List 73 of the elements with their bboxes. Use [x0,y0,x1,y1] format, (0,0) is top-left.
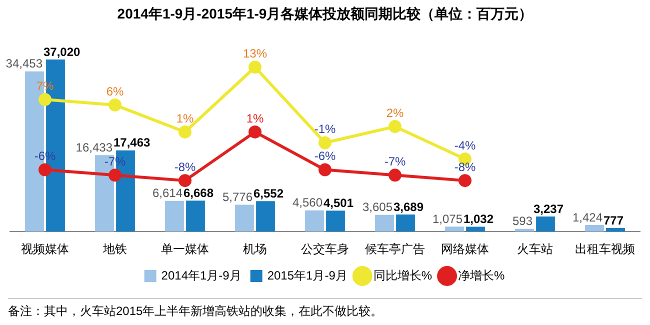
legend-label: 2014年1月-9月 [161,268,242,282]
data-label: 3,605 [362,200,393,214]
data-label: -8% [174,160,196,174]
x-tick-label: 单一媒体 [161,242,209,256]
data-label: 17,463 [114,136,151,150]
point [248,60,262,74]
data-label: 13% [242,46,268,60]
data-label: 2% [386,106,404,120]
data-label: -7% [384,154,406,168]
x-tick-label: 公交车身 [301,242,349,256]
data-label: -6% [314,149,336,164]
data-label: 5,776 [222,190,253,204]
data-label: -4% [454,138,476,152]
x-tick-label: 网络媒体 [441,242,489,256]
data-label: 1,424 [572,210,603,224]
bar [375,214,394,232]
x-tick-label: 出租车视频 [575,242,635,256]
point [178,125,192,138]
bar [606,228,625,232]
point [38,93,52,106]
point [38,163,52,176]
data-label: 6% [106,84,124,98]
legend-label: 2015年1月-9月 [267,268,348,282]
data-label: 3,237 [534,202,564,216]
data-label: 777 [604,213,624,228]
bar [165,200,184,232]
data-label: 4,501 [324,196,354,210]
x-tick-label: 视频媒体 [21,242,69,256]
bar [585,224,604,232]
chart-title: 2014年1-9月-2015年1-9月各媒体投放额同期比较（单位：百万元） [117,5,533,22]
x-tick-label: 候车亭广告 [365,242,425,256]
data-label: 1% [176,111,194,126]
point [108,98,122,112]
legend-label: 同比增长% [373,268,432,282]
point [178,174,192,188]
bar [326,210,345,232]
data-label: 3,689 [394,200,424,214]
data-label: 1,075 [432,212,463,226]
data-label: -6% [34,149,56,164]
text: 备注：其中，火车站2015年上半年新增高铁站的收集，在此不做比较。 [8,298,642,320]
bar [186,200,205,232]
bar [256,201,275,232]
data-label: 4,560 [292,196,323,210]
bar [235,204,254,232]
point [248,125,262,138]
x-tick-label: 地铁 [102,242,127,256]
point [458,174,472,188]
data-label: -1% [314,122,336,136]
point [318,136,332,150]
data-label: 37,020 [44,44,81,59]
data-label: 6,614 [152,186,183,200]
bar [536,216,555,232]
data-label: 1,032 [464,212,494,226]
bar [466,226,485,232]
bar [515,228,534,232]
legend-label: 净增长% [458,268,506,282]
data-label: 6,668 [184,186,214,200]
data-label: -8% [454,160,476,174]
point [108,168,122,182]
data-label: 1% [246,111,264,126]
data-label: 16,433 [76,140,113,154]
data-label: 34,453 [6,56,43,71]
data-label: 593 [512,214,533,228]
data-label: -7% [104,154,126,168]
bar [445,226,464,232]
point [318,163,332,176]
point [388,168,402,182]
bar [305,210,324,232]
bar [396,214,415,232]
data-label: 6,552 [254,186,284,200]
x-tick-label: 火车站 [517,242,553,256]
x-tick-label: 机场 [243,242,267,256]
point [388,120,402,134]
